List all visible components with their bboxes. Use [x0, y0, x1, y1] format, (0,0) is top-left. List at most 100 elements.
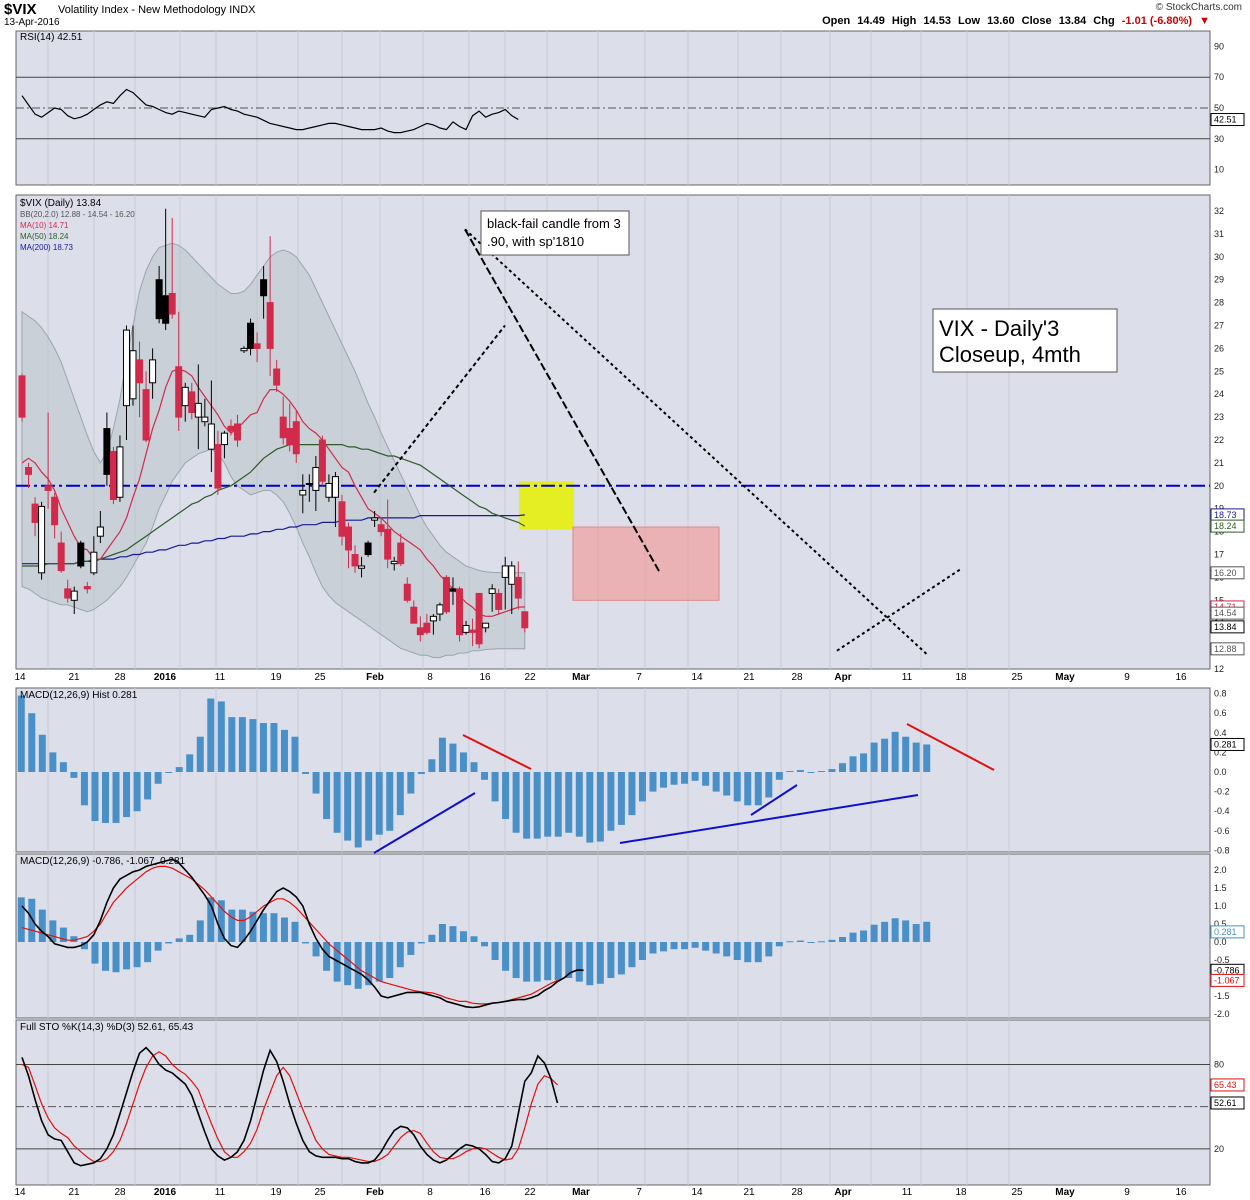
macd-bar	[796, 940, 804, 942]
macd-bar	[565, 942, 573, 978]
macd-hist-bar	[80, 772, 88, 806]
value-tag-label: 65.43	[1214, 1080, 1237, 1090]
axis-tick-label: 10	[1214, 165, 1224, 175]
macd-hist-bar	[744, 772, 752, 806]
trend-line	[836, 567, 963, 652]
candle	[57, 531, 65, 573]
macd-bars	[17, 897, 931, 989]
candle-body	[227, 425, 235, 432]
candle	[64, 579, 72, 603]
x-axis-label: 7	[636, 1187, 642, 1198]
macd-label: MACD(12,26,9) -0.786, -1.067, 0.281	[20, 856, 186, 867]
candle	[77, 540, 85, 569]
candle-body	[31, 503, 39, 523]
macd-hist-bar	[302, 772, 310, 774]
candle	[129, 325, 137, 406]
sto-k-line	[21, 1046, 559, 1167]
candle	[436, 602, 444, 621]
candle-body	[305, 483, 313, 486]
macd-hist-bar	[207, 698, 215, 772]
macd-hist-bar	[596, 772, 604, 842]
symbol: $VIX	[4, 1, 37, 18]
ma50-line	[22, 444, 526, 567]
x-axis-labels-bottom: 14 21 28 2016 11 19 25 Feb 8 16 22 Mar 7 14 21 28 Apr 11 1…	[14, 1187, 1187, 1198]
axis-tick-label: -0.6	[1214, 826, 1230, 836]
macd-bar	[902, 920, 910, 942]
candle-body	[338, 501, 346, 537]
candle	[482, 622, 490, 633]
candle	[416, 616, 424, 642]
candle	[149, 348, 157, 399]
macd-hist-bar	[186, 754, 194, 772]
macd-bar	[38, 909, 46, 942]
macd-hist-bar	[638, 772, 646, 802]
macd-hist-bar	[449, 743, 457, 772]
macd-hist-bars	[17, 695, 931, 848]
candle-body	[77, 542, 85, 567]
macd-hist-bar	[407, 772, 415, 794]
x-axis-label: 11	[215, 672, 226, 683]
tag-ma50: 18.24	[1210, 519, 1245, 533]
macd-hist-bar	[228, 717, 236, 772]
candle-body	[149, 359, 157, 384]
axis-tick-label: 70	[1214, 72, 1224, 82]
axis-tick-label: 90	[1214, 41, 1224, 51]
macd-hist-bar	[249, 719, 257, 772]
candle	[318, 435, 326, 486]
candle	[469, 618, 477, 647]
macd-bar	[302, 942, 310, 944]
trend-lines	[373, 228, 963, 656]
trend-line	[373, 324, 506, 494]
macd-bar	[533, 942, 541, 982]
candle	[410, 600, 418, 624]
axis-tick-label: -1.5	[1214, 991, 1230, 1001]
candle	[253, 332, 261, 363]
macd-bar	[123, 942, 131, 970]
axis-tick-label: -0.2	[1214, 787, 1230, 797]
value-tag-box	[1210, 973, 1245, 987]
macd-bar	[365, 942, 373, 986]
instrument-name: Volatility Index - New Methodology INDX	[58, 4, 256, 16]
close-label: Close	[1021, 15, 1052, 27]
x-axis-label: 11	[215, 1187, 226, 1198]
candle-body	[266, 302, 274, 349]
macd-bar	[428, 934, 436, 942]
candle-body	[312, 466, 320, 491]
axis-tick-label: 80	[1214, 1059, 1224, 1069]
axis-tick-label: 0.0	[1214, 937, 1227, 947]
low-label: Low	[958, 15, 980, 27]
macd-hist-bar	[280, 729, 288, 772]
candle	[475, 592, 483, 649]
candle	[273, 359, 281, 392]
macd-hist-bar	[839, 763, 847, 772]
value-tag-box	[1210, 113, 1245, 127]
macd-bar	[691, 942, 699, 948]
macd-bar	[828, 939, 836, 942]
macd-hist-bar	[323, 772, 331, 820]
macd-bar	[312, 942, 320, 957]
macd-bar	[660, 942, 668, 952]
candle	[214, 430, 222, 495]
x-axis-label: 18	[955, 672, 967, 683]
macd-hist-bar	[512, 772, 520, 833]
candle	[247, 318, 255, 356]
candle-body	[501, 565, 509, 578]
candle	[240, 346, 248, 353]
candle	[299, 474, 307, 514]
rsi-last-tag: 42.51	[1210, 113, 1245, 127]
macd-bar	[596, 942, 604, 984]
candle-body	[456, 588, 464, 636]
macd-bar	[807, 942, 815, 943]
x-axis-label: 22	[524, 672, 536, 683]
candle	[403, 577, 411, 603]
macd-bar	[849, 932, 857, 942]
macd-bar	[459, 931, 467, 942]
credit-link[interactable]: © StockCharts.com	[1155, 2, 1242, 13]
macd-bar	[17, 897, 25, 942]
candle-body	[416, 627, 424, 636]
candle-body	[142, 389, 150, 441]
candle-body	[495, 592, 503, 610]
candle-body	[273, 368, 281, 386]
macd-hist-bar	[607, 772, 615, 831]
x-axis-label: 9	[1124, 672, 1130, 683]
